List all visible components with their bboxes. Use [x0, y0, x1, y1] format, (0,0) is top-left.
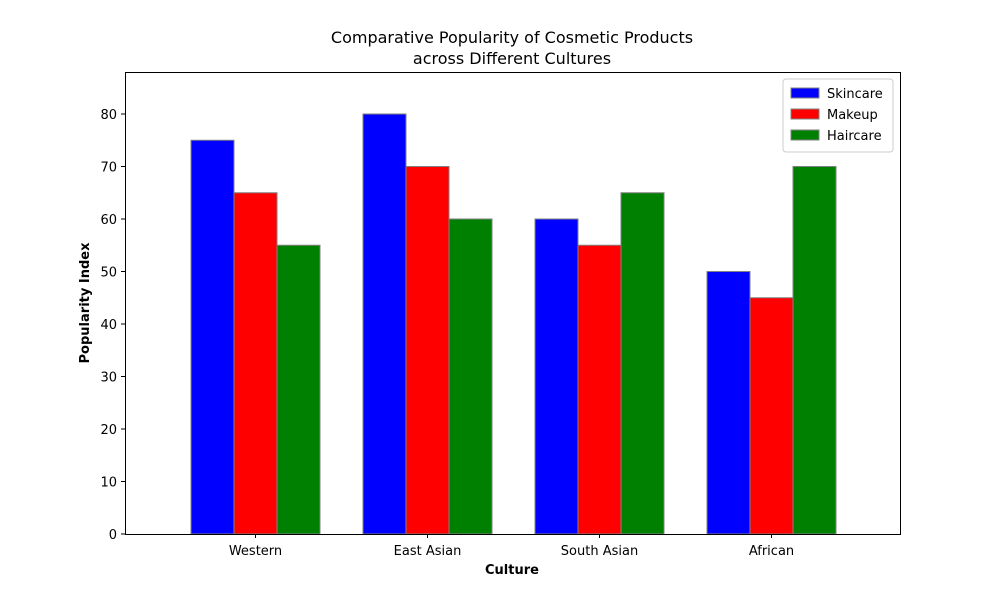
chart-subtitle: across Different Cultures: [413, 49, 611, 68]
y-tick-label: 30: [100, 371, 117, 386]
y-tick-label: 40: [100, 318, 117, 333]
legend-label-skincare: Skincare: [827, 87, 883, 102]
y-tick-label: 10: [100, 476, 117, 491]
x-tick-label-east-asian: East Asian: [394, 544, 462, 559]
y-tick-label: 20: [100, 423, 117, 438]
legend-swatch-skincare: [790, 87, 820, 99]
x-tick-label-african: African: [749, 544, 794, 559]
bar-skincare-south-asian: [534, 218, 579, 535]
chart-title: Comparative Popularity of Cosmetic Produ…: [331, 28, 693, 47]
y-tick-label: 70: [100, 161, 117, 176]
x-tick-label-south-asian: South Asian: [561, 544, 638, 559]
bar-skincare-african: [706, 271, 751, 535]
bar-skincare-east-asian: [362, 113, 407, 535]
legend: Skincare Makeup Haircare: [782, 78, 894, 153]
y-axis-label: Popularity Index: [78, 242, 93, 364]
y-tick-label: 0: [109, 528, 117, 543]
legend-label-haircare: Haircare: [827, 129, 882, 144]
bar-makeup-african: [749, 297, 794, 535]
bar-haircare-western: [276, 244, 321, 535]
bar-makeup-east-asian: [405, 166, 450, 535]
plot-area-frame: [125, 72, 901, 535]
bar-haircare-east-asian: [448, 218, 493, 535]
bar-makeup-south-asian: [577, 244, 622, 535]
x-axis-label: Culture: [485, 563, 539, 578]
y-tick-label: 80: [100, 108, 117, 123]
bar-haircare-south-asian: [620, 192, 665, 535]
bar-makeup-western: [233, 192, 278, 535]
legend-label-makeup: Makeup: [827, 108, 878, 123]
y-axis-ticks: 0 10 20 30 40 50 60 70 80: [100, 108, 125, 543]
bars-layer: [190, 113, 837, 535]
x-tick-label-western: Western: [229, 544, 282, 559]
y-tick-label: 50: [100, 266, 117, 281]
bar-haircare-african: [792, 166, 837, 535]
bar-skincare-western: [190, 139, 235, 535]
y-tick-label: 60: [100, 213, 117, 228]
legend-swatch-haircare: [790, 129, 820, 141]
legend-swatch-makeup: [790, 108, 820, 120]
x-axis-ticks: Western East Asian South Asian African: [229, 534, 794, 559]
